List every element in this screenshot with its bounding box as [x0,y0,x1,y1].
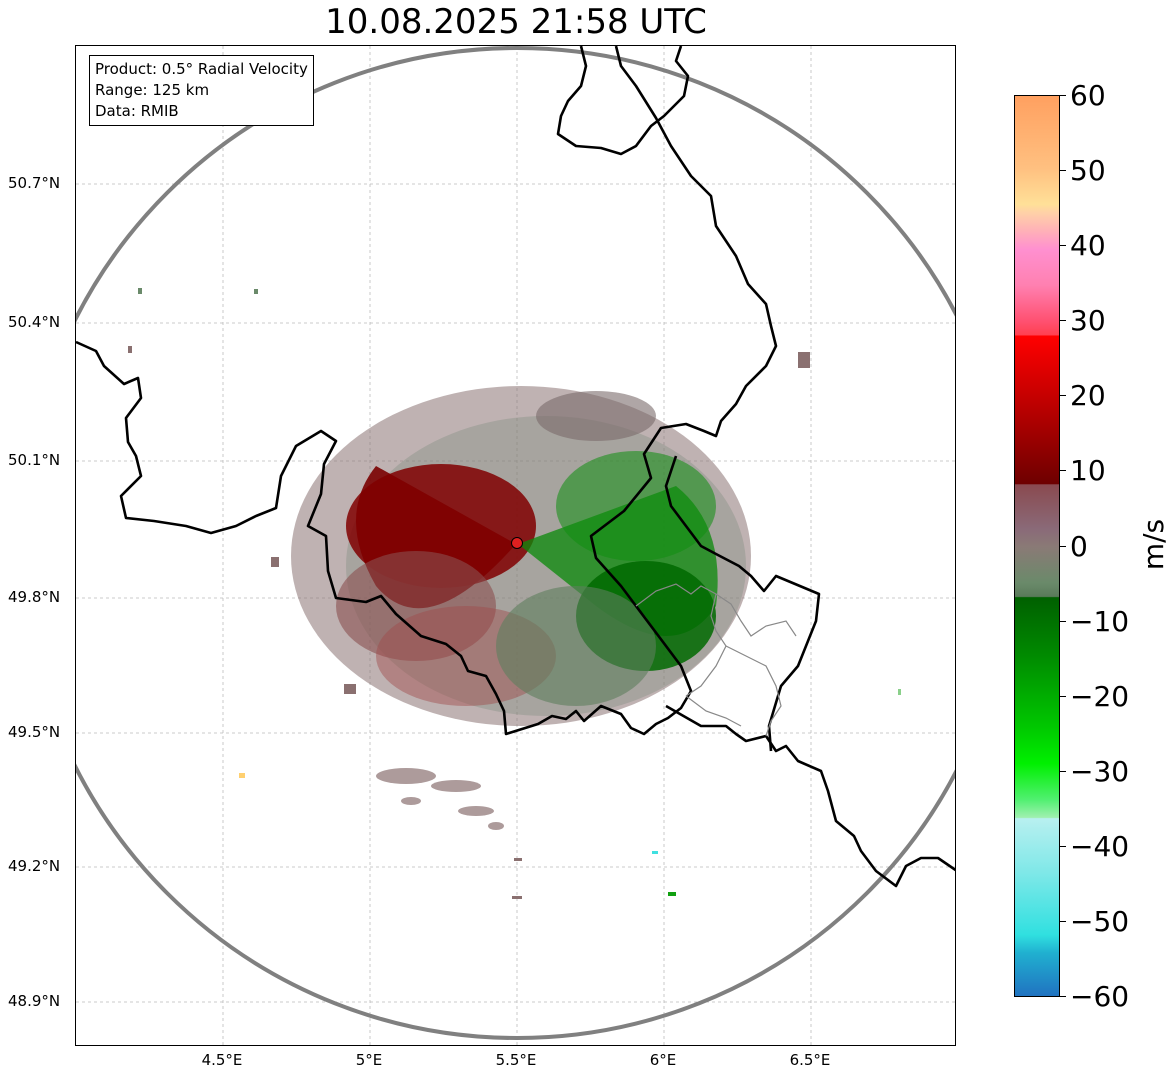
colorbar-tickmark [1060,170,1066,171]
radar-site-marker[interactable] [511,537,523,549]
lon-tick-label: 6°E [649,1051,677,1069]
lon-tick-label: 5°E [355,1051,383,1069]
colorbar-tick-label: 40 [1070,229,1106,262]
colorbar-tick-label: −30 [1070,755,1130,788]
velocity-colorbar [1014,95,1060,997]
colorbar-tick-label: −20 [1070,680,1130,713]
colorbar-tickmark [1060,320,1066,321]
range-label: Range: 125 km [95,81,210,99]
colorbar-tick-label: −60 [1070,980,1130,1013]
radar-map[interactable] [75,45,956,1046]
lat-tick-label: 49.2°N [8,857,61,875]
colorbar-tickmark [1060,95,1066,96]
product-label: Product: 0.5° Radial Velocity [95,60,308,78]
colorbar-tick-label: 30 [1070,304,1106,337]
lat-tick-label: 49.8°N [8,588,61,606]
colorbar-tick-label: 60 [1070,79,1106,112]
colorbar-tick-label: 10 [1070,454,1106,487]
country-borders [76,46,955,888]
lat-tick-label: 50.4°N [8,313,61,331]
colorbar-tickmark [1060,696,1066,697]
map-title: 10.08.2025 21:58 UTC [325,2,707,42]
colorbar-tickmark [1060,546,1066,547]
colorbar-tick-label: 0 [1070,530,1088,563]
lon-tick-label: 6.5°E [789,1051,831,1069]
district-borders [635,583,797,737]
lon-tick-label: 4.5°E [201,1051,243,1069]
lat-tick-label: 50.1°N [8,451,61,469]
colorbar-tick-label: 50 [1070,154,1106,187]
colorbar-tick-label: −10 [1070,605,1130,638]
lat-tick-label: 48.9°N [8,992,61,1010]
colorbar-tickmark [1060,395,1066,396]
lon-tick-label: 5.5°E [495,1051,537,1069]
colorbar-tickmark [1060,621,1066,622]
colorbar-tick-label: −50 [1070,905,1130,938]
lat-tick-label: 50.7°N [8,174,61,192]
colorbar-tickmark [1060,846,1066,847]
colorbar-unit-label: m/s [1137,518,1171,571]
range-ring [76,46,955,1040]
colorbar-tickmark [1060,921,1066,922]
data-source-label: Data: RMIB [95,102,179,120]
product-info-box: Product: 0.5° Radial Velocity Range: 125… [89,55,314,126]
colorbar-tick-label: −40 [1070,830,1130,863]
colorbar-tickmark [1060,245,1066,246]
colorbar-gradient [1015,96,1059,996]
colorbar-tickmark [1060,470,1066,471]
colorbar-tickmark [1060,771,1066,772]
colorbar-tick-label: 20 [1070,379,1106,412]
colorbar-tickmark [1060,996,1066,997]
velocity-echoes [128,288,901,899]
radar-map-canvas [76,46,955,1045]
lat-tick-label: 49.5°N [8,723,61,741]
